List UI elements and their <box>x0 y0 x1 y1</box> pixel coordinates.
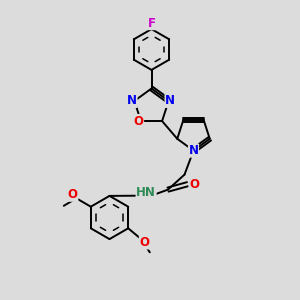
Text: F: F <box>148 16 155 30</box>
Text: HN: HN <box>136 185 156 199</box>
Text: N: N <box>165 94 175 107</box>
Text: N: N <box>127 94 137 107</box>
Text: O: O <box>134 115 143 128</box>
Text: N: N <box>188 144 199 157</box>
Text: O: O <box>189 178 199 191</box>
Text: O: O <box>140 236 149 249</box>
Text: O: O <box>68 188 78 201</box>
